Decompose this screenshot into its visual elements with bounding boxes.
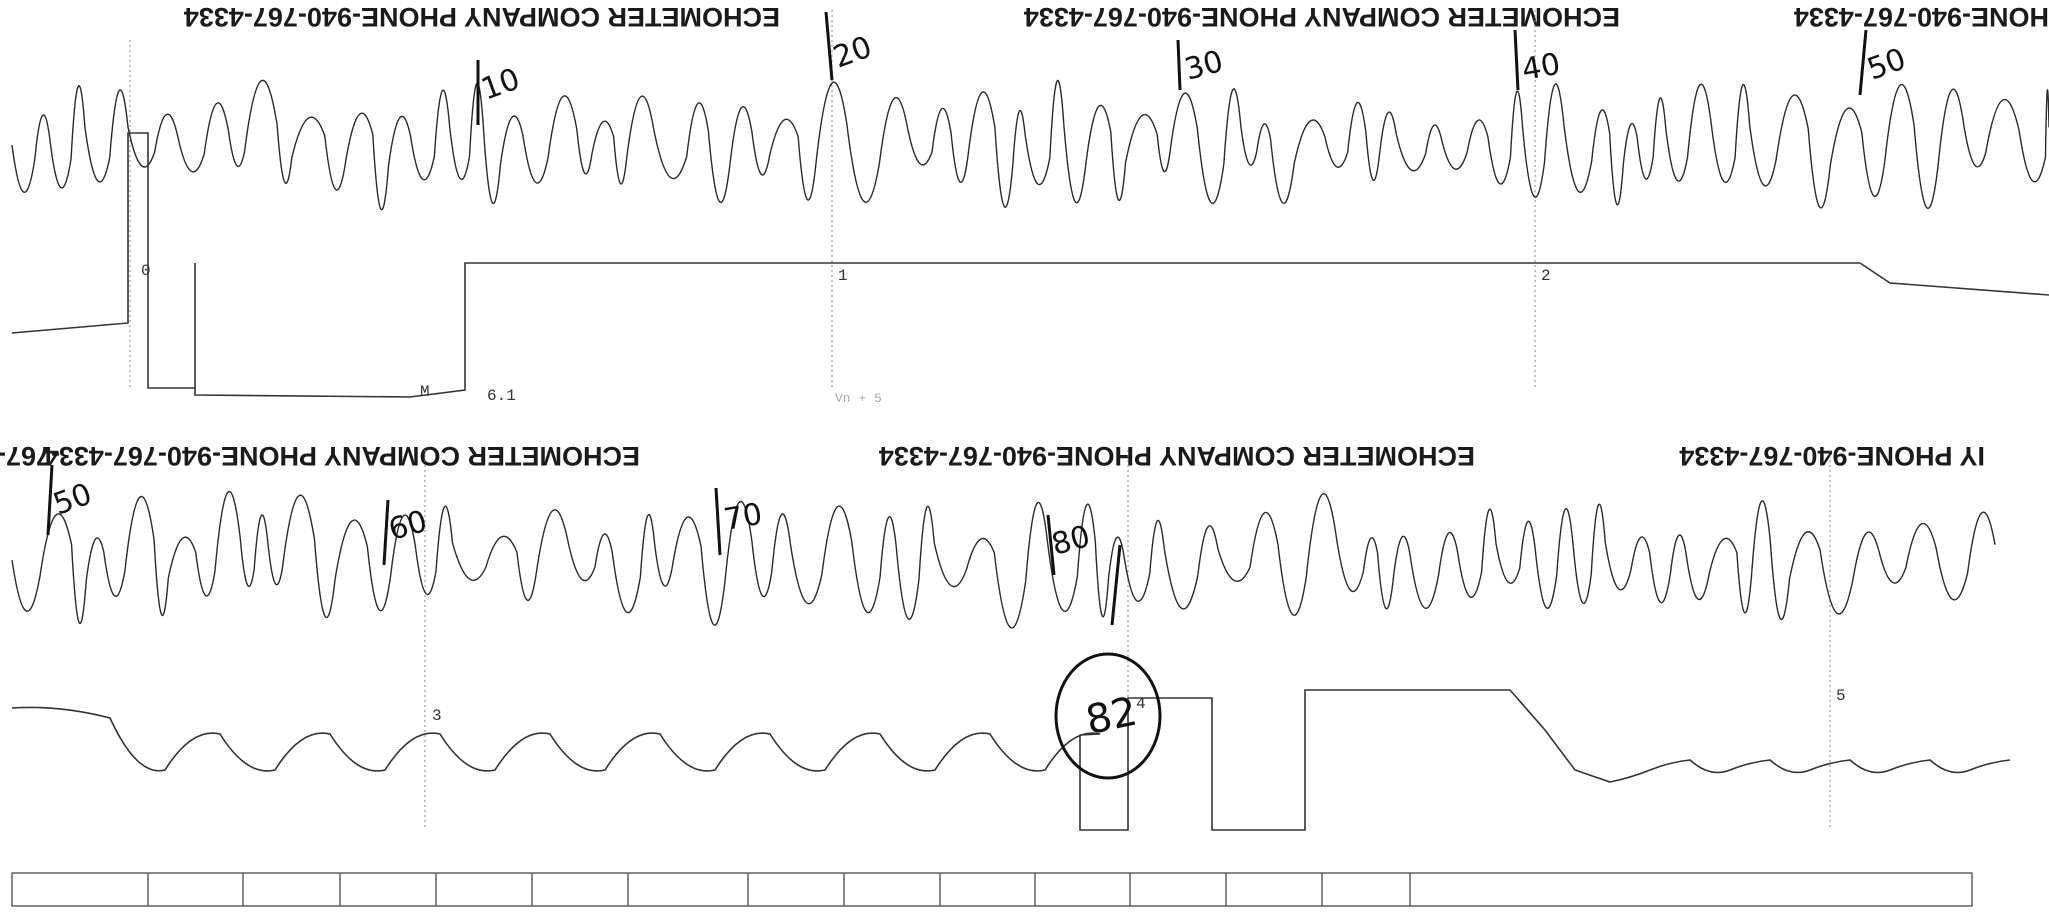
circled-value-text: 82 [1082,688,1141,744]
marker-trace-top [11,132,2049,398]
joint-label-30: 30 [1181,44,1227,88]
header-top-3: HONE-940-767-4334 [1794,2,2049,32]
header-bottom-2: ECHOMETER COMPANY PHONE-940-767-4334 [44,441,640,471]
marker-faint-text: Vn + 5 [835,391,882,406]
time-tick-3: 3 [432,707,442,725]
time-tick-4: 4 [1136,695,1146,713]
marker-trace-bottom [11,689,2011,831]
top-header-group: ECHOMETER COMPANY PHONE-940-767-4334 ECH… [184,2,2049,32]
header-bottom-3: ECHOMETER COMPANY PHONE-940-767-4334 [879,441,1475,471]
joint-label-70: 70 [721,497,765,538]
time-tick-labels: 0 1 2 3 4 5 [141,262,1846,725]
header-top-1: ECHOMETER COMPANY PHONE-940-767-4334 [184,2,780,32]
time-gridlines [129,10,1831,830]
joint-label-20: 20 [829,30,877,76]
joint-label-40: 40 [1519,47,1563,88]
joint-label-50-top: 50 [1863,42,1911,88]
acoustic-trace-top [11,79,2049,211]
marker-m-value: 6.1 [487,387,516,405]
time-tick-2: 2 [1541,267,1551,285]
circled-value-ring [1054,652,1162,780]
marker-m-label: M [420,383,430,401]
time-tick-1: 1 [838,267,848,285]
header-top-2: ECHOMETER COMPANY PHONE-940-767-4334 [1024,2,1620,32]
joint-count-marks [46,11,1868,626]
bottom-scale-bar [11,872,1973,907]
time-tick-0: 0 [141,262,151,280]
joint-label-10: 10 [477,62,525,108]
header-bottom-4: IY PHONE-940-767-4334 [1679,441,1985,471]
joint-label-80: 80 [1048,519,1094,563]
joint-label-60: 60 [385,504,431,548]
header-bottom-1: -767-4 [0,441,60,471]
joint-count-labels: 10 20 30 40 50 50 60 70 80 [49,30,1911,563]
acoustic-trace-bottom [11,490,1996,629]
bottom-header-group: -767-4 ECHOMETER COMPANY PHONE-940-767-4… [0,441,1985,471]
time-tick-5: 5 [1836,687,1846,705]
